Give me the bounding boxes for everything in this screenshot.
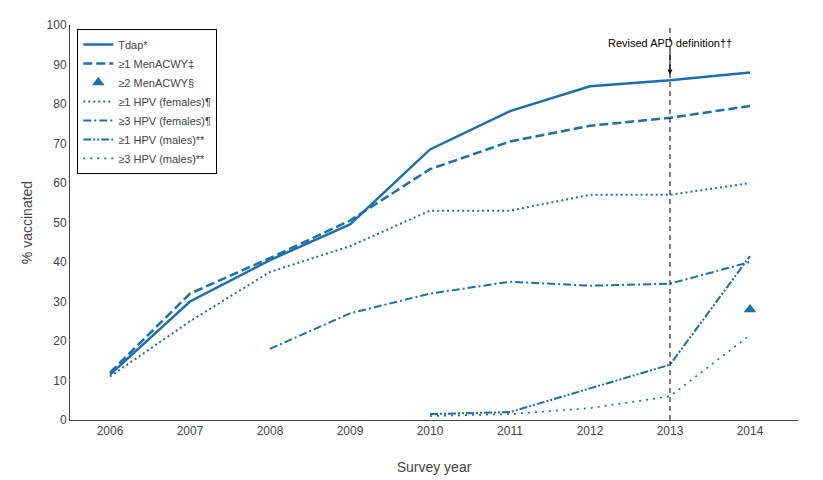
svg-text:≥3 HPV (males)**: ≥3 HPV (males)**: [118, 153, 205, 165]
svg-text:≥1 HPV (females)¶: ≥1 HPV (females)¶: [118, 96, 211, 108]
svg-text:40: 40: [53, 255, 67, 269]
svg-text:2011: 2011: [497, 424, 523, 438]
svg-text:80: 80: [53, 97, 67, 111]
svg-text:2008: 2008: [257, 424, 284, 438]
svg-text:2010: 2010: [417, 424, 444, 438]
svg-text:2014: 2014: [737, 424, 764, 438]
svg-text:Revised APD definition††: Revised APD definition††: [608, 37, 732, 49]
svg-text:50: 50: [53, 216, 67, 230]
svg-text:2009: 2009: [337, 424, 364, 438]
svg-text:2013: 2013: [657, 424, 684, 438]
svg-text:2012: 2012: [577, 424, 604, 438]
svg-text:20: 20: [53, 334, 67, 348]
svg-text:2006: 2006: [97, 424, 124, 438]
svg-text:≥1 MenACWY‡: ≥1 MenACWY‡: [118, 58, 194, 70]
svg-text:100: 100: [47, 18, 67, 32]
svg-text:30: 30: [53, 295, 67, 309]
svg-text:% vaccinated: % vaccinated: [19, 181, 35, 264]
svg-text:0: 0: [60, 413, 67, 427]
svg-text:10: 10: [53, 374, 67, 388]
svg-text:2007: 2007: [177, 424, 204, 438]
svg-text:60: 60: [53, 176, 67, 190]
svg-text:Tdap*: Tdap*: [118, 39, 148, 51]
svg-text:90: 90: [53, 58, 67, 72]
svg-text:≥2 MenACWY§: ≥2 MenACWY§: [118, 77, 194, 89]
svg-text:Survey year: Survey year: [397, 459, 472, 475]
svg-text:≥3 HPV (females)¶: ≥3 HPV (females)¶: [118, 115, 211, 127]
svg-text:70: 70: [53, 137, 67, 151]
svg-text:≥1 HPV (males)**: ≥1 HPV (males)**: [118, 134, 205, 146]
